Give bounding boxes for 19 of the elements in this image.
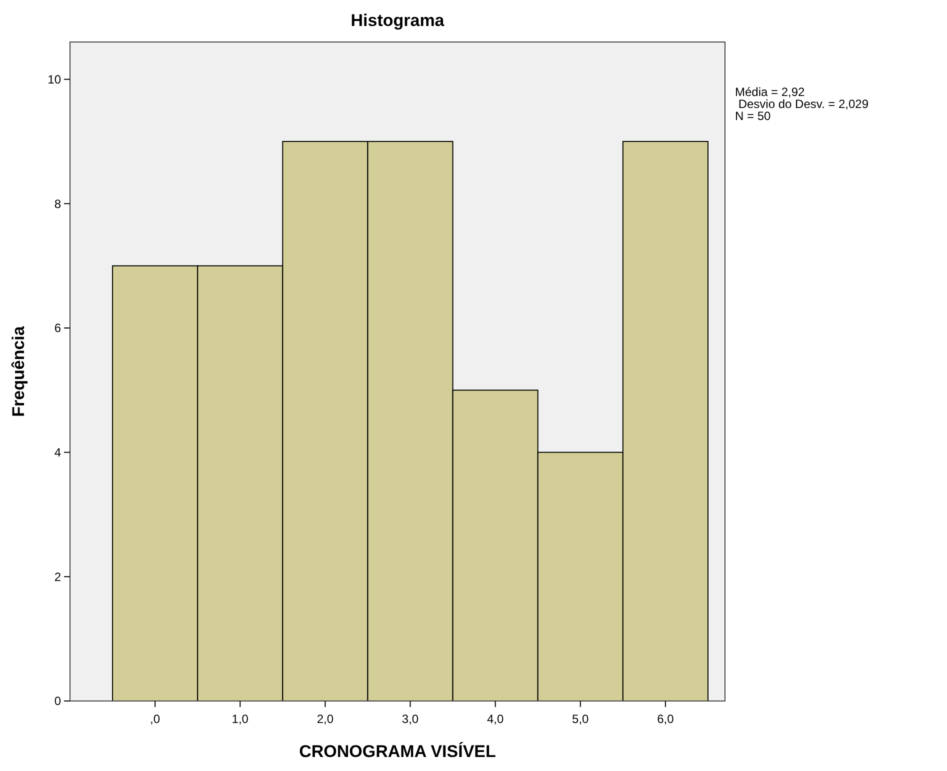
x-tick-label: 2,0 bbox=[316, 712, 334, 726]
x-tick-label: 3,0 bbox=[402, 712, 419, 726]
y-axis-title: Frequência bbox=[9, 326, 28, 417]
y-tick-label: 10 bbox=[48, 72, 62, 86]
x-tick-label: 1,0 bbox=[232, 712, 249, 726]
x-tick-label: ,0 bbox=[150, 712, 160, 726]
x-tick-label: 5,0 bbox=[572, 712, 590, 726]
y-tick-label: 6 bbox=[54, 321, 62, 336]
y-tick-label: 2 bbox=[54, 570, 62, 584]
chart-title: Histograma bbox=[350, 11, 445, 30]
y-tick-label: 4 bbox=[54, 446, 62, 460]
text: N = 50 bbox=[735, 109, 772, 123]
x-tick-label: 6,0 bbox=[657, 712, 674, 726]
text: Desvio do Desv. = 2,029 bbox=[735, 97, 869, 111]
text: Média = 2,92 bbox=[735, 85, 806, 99]
y-tick-label: 0 bbox=[54, 694, 62, 708]
y-tick-label: 8 bbox=[54, 196, 62, 211]
x-axis-title: CRONOGRAMA VISÍVEL bbox=[299, 741, 496, 761]
x-tick-label: 4,0 bbox=[486, 712, 504, 726]
